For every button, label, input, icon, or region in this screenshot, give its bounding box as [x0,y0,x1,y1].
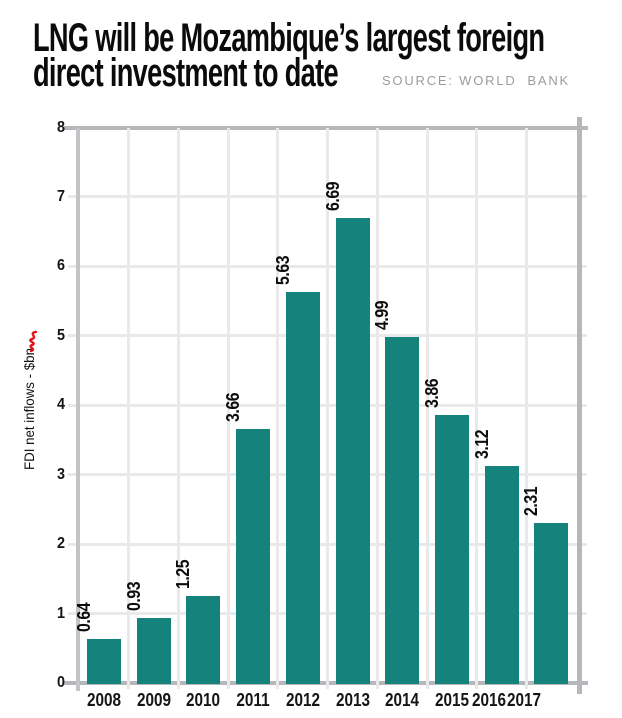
bar-value-label: 0.64 [74,602,94,632]
y-axis-tick-label: 3 [56,465,65,483]
y-axis-tick-label: 7 [56,187,65,205]
x-axis-label: 2014 [385,690,420,710]
x-axis-label: 2016 [471,690,506,710]
bar-2008 [87,638,121,684]
gridline-vertical [127,127,131,689]
bar-value-label: 5.63 [272,255,293,286]
bar-value-label: 0.93 [123,582,144,612]
major-gridline [64,681,588,685]
chart-title-line2: direct investment to date [33,51,339,95]
gridline-vertical [276,127,280,689]
y-axis-tick-label: 4 [56,396,65,414]
bar-value-label: 2.31 [521,486,542,516]
x-axis-label: 2009 [136,690,171,710]
bar-2017 [534,522,569,684]
x-axis-label: 2011 [236,690,270,710]
bar-2012 [285,292,320,684]
major-gridline [64,125,588,130]
x-axis-label: 2013 [335,690,370,710]
bar-2009 [136,618,171,684]
x-axis-label: 2015 [434,690,469,710]
y-axis-tick-label: 2 [56,535,65,553]
gridline-vertical [425,127,429,689]
gridline-vertical [375,127,379,689]
bar-value-label: 4.99 [372,300,393,330]
chart-title: LNG will be Mozambique’s largest foreign… [33,16,545,95]
bar-value-label: 3.66 [223,392,244,422]
bar-2014 [385,336,420,684]
y-axis-tick-label: 0 [56,674,65,691]
gridline-vertical [524,127,528,689]
bar-2013 [335,218,370,684]
y-axis-line [76,127,80,691]
red-squiggle-mark [29,330,38,353]
y-axis-title: FDI net inflows - $bn [21,348,37,470]
bar-2011 [236,428,271,684]
gridline-vertical [177,127,181,689]
y-axis-tick-label: 8 [56,118,65,136]
y-axis-tick-label: 5 [56,326,65,344]
chart-title-line1: LNG will be Mozambique’s largest foreign [33,16,545,60]
bar-value-label: 3.12 [471,430,492,460]
bar-value-label: 3.86 [421,378,442,408]
x-axis-label: 2017 [507,690,542,710]
y-axis-tick-label: 6 [56,257,65,275]
x-axis-label: 2008 [86,690,122,710]
gridline-vertical [326,127,330,689]
gridline-vertical [475,127,479,689]
y-axis-tick-label: 1 [56,604,65,622]
plot-right-border [577,117,582,694]
bar-value-label: 1.25 [173,560,194,590]
x-axis-label: 2012 [285,690,320,710]
gridline-vertical [226,127,230,689]
source-label: SOURCE: WORLD BANK [381,73,570,88]
x-axis-label: 2010 [186,690,221,710]
bar-value-label: 6.69 [322,182,343,212]
bar-2016 [484,466,519,684]
bar-2015 [434,414,469,684]
bar-2010 [186,596,221,684]
